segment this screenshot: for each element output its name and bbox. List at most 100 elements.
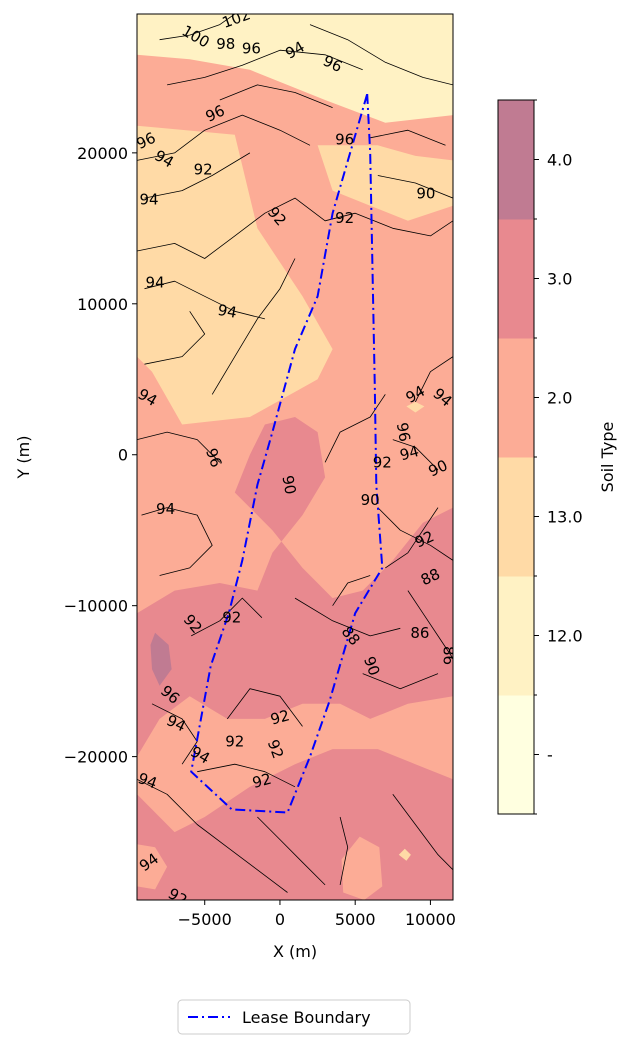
- soil-region: [398, 848, 411, 861]
- contour-line: [137, 114, 311, 161]
- soil-region: [150, 632, 172, 686]
- colorbar-tick-label: 4.0: [547, 151, 572, 170]
- x-axis-label: X (m): [273, 942, 317, 961]
- contour-line: [377, 175, 453, 199]
- contour-line: [339, 816, 349, 885]
- contour-label: 96: [242, 40, 261, 58]
- y-tick-label: 10000: [77, 295, 128, 314]
- colorbar-label: Soil Type: [598, 422, 617, 493]
- plot-frame: [136, 13, 454, 901]
- contour-label: 92: [194, 161, 213, 179]
- contour-label: 86: [440, 646, 458, 665]
- x-axis: −5000 0 5000 10000: [178, 900, 456, 929]
- soil-region: [137, 417, 453, 757]
- colorbar-bin: [498, 100, 534, 220]
- contour-line: [392, 794, 453, 871]
- contour-line: [226, 688, 303, 727]
- colorbar-tick-label: 12.0: [547, 627, 583, 646]
- colorbar-tick-label: 3.0: [547, 270, 572, 289]
- contour-label: 96: [335, 130, 354, 148]
- y-tick-label: 20000: [77, 144, 128, 163]
- contour-label: 90: [361, 491, 380, 509]
- contour-line: [392, 439, 439, 471]
- contour-lines-layer: [137, 14, 453, 893]
- soil-region: [137, 125, 333, 425]
- contour-line: [144, 311, 206, 365]
- contour-label: 92: [222, 609, 241, 627]
- contour-line: [137, 431, 221, 463]
- contour-line: [211, 258, 296, 395]
- colorbar-bin: [498, 338, 534, 458]
- soil-region: [317, 145, 453, 221]
- contour-line: [362, 673, 439, 690]
- colorbar-tick-label: 13.0: [547, 508, 583, 527]
- soil-region: [406, 401, 425, 413]
- contour-line: [141, 507, 213, 576]
- contour-line: [257, 816, 326, 886]
- soil-region: [137, 14, 453, 123]
- contour-line: [377, 507, 453, 561]
- x-tick-label: −5000: [178, 910, 232, 929]
- colorbar-tick-label: -: [547, 746, 553, 765]
- y-tick-label: −10000: [64, 597, 128, 616]
- contour-line: [415, 356, 453, 403]
- contour-label: 90: [360, 654, 383, 678]
- contour-line: [407, 590, 453, 659]
- contour-label: 86: [410, 624, 429, 642]
- legend-box: [177, 999, 411, 1035]
- contour-line: [332, 575, 371, 606]
- contour-line: [151, 703, 198, 765]
- soil-region: [341, 836, 383, 900]
- contour-label: 94: [156, 500, 175, 518]
- contour-line: [370, 129, 446, 146]
- colorbar-bin: [498, 219, 534, 339]
- contour-label: 90: [278, 474, 299, 496]
- lease-boundary-line: [190, 93, 384, 814]
- contour-label: 96: [393, 421, 414, 443]
- y-tick-label: 0: [118, 446, 128, 465]
- contour-label: 92: [250, 770, 273, 792]
- contour-label: 98: [216, 35, 235, 53]
- colorbar-bin: [498, 695, 534, 815]
- x-tick-label: 0: [275, 910, 285, 929]
- y-axis-label: Y (m): [14, 436, 33, 480]
- contour-label: 92: [225, 733, 244, 751]
- contour-line: [167, 49, 363, 86]
- y-tick-label: −20000: [64, 748, 128, 767]
- contour-label: 94: [139, 191, 158, 209]
- contour-line: [385, 507, 439, 569]
- contour-label: 94: [398, 442, 421, 464]
- contour-label: 94: [216, 301, 238, 322]
- legend: Lease Boundary: [177, 999, 411, 1035]
- contour-label: 90: [416, 185, 435, 203]
- soil-region: [137, 844, 168, 890]
- contour-line: [144, 152, 251, 199]
- colorbar-bin: [498, 457, 534, 577]
- contour-label: 94: [135, 385, 161, 410]
- contour-label: 92: [264, 737, 287, 761]
- soil-fill-layer: [137, 14, 453, 900]
- contour-label: 92: [373, 453, 392, 471]
- contour-line: [144, 280, 265, 320]
- contour-line: [324, 394, 386, 463]
- contour-label: 96: [134, 129, 159, 153]
- contour-line: [159, 14, 236, 41]
- contour-line: [137, 778, 288, 893]
- contour-line: [219, 84, 333, 108]
- colorbar-bin: [498, 576, 534, 696]
- legend-label: Lease Boundary: [242, 1008, 371, 1027]
- contour-line: [197, 763, 296, 788]
- contour-label: 92: [335, 209, 354, 227]
- y-axis: −20000 −10000 0 10000 20000: [64, 144, 137, 767]
- x-tick-label: 5000: [335, 910, 376, 929]
- x-tick-label: 10000: [405, 910, 456, 929]
- contour-label: 96: [202, 446, 225, 470]
- contour-label: 94: [146, 274, 165, 292]
- contour-label: 92: [268, 706, 291, 728]
- colorbar: - 12.0 13.0 2.0 3.0 4.0: [497, 99, 583, 815]
- colorbar-frame: [497, 99, 535, 815]
- soil-region: [137, 266, 175, 357]
- colorbar-tick-label: 2.0: [547, 389, 572, 408]
